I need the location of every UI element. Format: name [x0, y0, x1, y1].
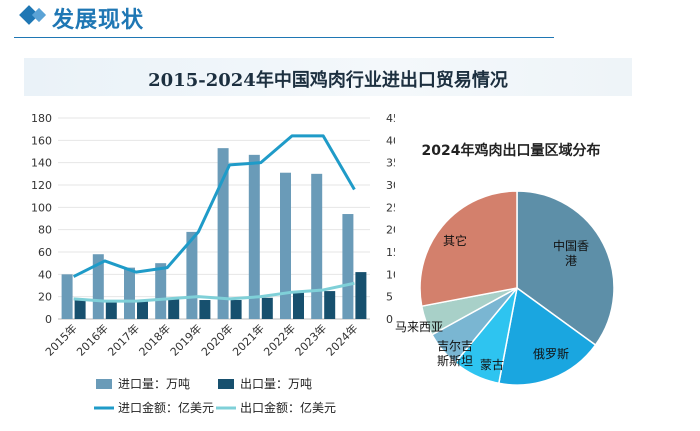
bar-import-volume — [280, 172, 291, 319]
pie-slice-label: 马来西亚 — [395, 320, 443, 334]
line-export-value — [73, 281, 355, 303]
bar-import-volume — [186, 231, 198, 319]
legend-label: 进口金额：亿美元 — [118, 400, 214, 415]
bar-import-volume — [342, 214, 354, 319]
left-tick-label: 100 — [31, 201, 52, 214]
x-tick-label: 2020年 — [198, 321, 235, 358]
x-tick-label: 2021年 — [229, 321, 266, 358]
bar-import-volume — [92, 254, 104, 319]
x-tick-label: 2017年 — [105, 321, 142, 358]
chart-title-bar: 2015-2024年中国鸡肉行业进出口贸易情况 — [24, 58, 632, 96]
bar-export-volume — [261, 297, 273, 319]
chart-title: 2015-2024年中国鸡肉行业进出口贸易情况 — [148, 70, 508, 91]
bar-import-volume — [248, 154, 260, 319]
left-tick-label: 80 — [38, 224, 52, 237]
pie-slice-label: 中国香港 — [553, 238, 589, 268]
bar-import-volume — [217, 148, 229, 319]
bar-export-volume — [199, 300, 211, 319]
left-tick-label: 0 — [45, 313, 52, 326]
bar-export-volume — [105, 300, 117, 319]
combo-chart: 0 20 40 60 80 100 120 140 160 180 0 5 10 15 20 25 30 35 40… — [31, 112, 395, 415]
pie-slice-label: 吉尔吉斯斯坦 — [437, 338, 473, 368]
bar-export-volume — [293, 292, 304, 319]
right-tick-label: 30 — [386, 179, 395, 192]
bar-export-volume — [230, 300, 242, 319]
bar-export-volume — [74, 298, 86, 319]
header-divider — [14, 37, 554, 38]
bar-import-volume — [61, 274, 73, 319]
right-tick-label: 45 — [386, 112, 395, 125]
x-tick-label: 2018年 — [136, 321, 173, 358]
right-tick-label: 5 — [386, 291, 393, 304]
left-tick-label: 60 — [38, 246, 52, 259]
left-tick-label: 40 — [38, 268, 52, 281]
x-tick-label: 2024年 — [323, 321, 360, 358]
right-tick-label: 25 — [386, 201, 395, 214]
right-tick-label: 0 — [386, 313, 393, 326]
pie-slice-label: 俄罗斯 — [533, 347, 569, 361]
left-tick-label: 140 — [31, 157, 52, 170]
x-tick-label: 2023年 — [292, 321, 329, 358]
bar-export-volume — [168, 298, 180, 319]
legend-label: 进口量：万吨 — [118, 377, 190, 391]
pie-slice-label: 其它 — [443, 233, 467, 248]
legend-swatch — [218, 379, 234, 389]
section-title: 发展现状 — [52, 8, 145, 33]
bar-import-volume — [155, 263, 167, 319]
x-tick-label: 2015年 — [42, 321, 79, 358]
bar-import-volume — [124, 267, 135, 319]
right-tick-label: 35 — [386, 157, 395, 170]
right-tick-label: 15 — [386, 246, 395, 259]
left-tick-label: 20 — [38, 291, 52, 304]
left-tick-label: 160 — [31, 134, 52, 147]
right-tick-label: 10 — [386, 268, 395, 281]
legend-swatch — [96, 379, 112, 389]
pie-slice — [419, 190, 518, 308]
left-tick-label: 180 — [31, 112, 52, 125]
pie-slice-label: 蒙古 — [480, 357, 504, 372]
x-tick-label: 2019年 — [167, 321, 204, 358]
bar-import-volume — [311, 173, 323, 319]
right-tick-label: 40 — [386, 134, 395, 147]
x-tick-label: 2022年 — [261, 321, 298, 358]
legend-label: 出口量：万吨 — [240, 377, 312, 391]
section-header: 发展现状 — [0, 0, 700, 42]
right-tick-label: 20 — [386, 224, 395, 237]
legend-label: 出口金额：亿美元 — [240, 400, 336, 415]
pie-slice — [497, 286, 597, 386]
bar-export-volume — [137, 300, 148, 319]
bar-export-volume — [324, 291, 336, 319]
left-tick-label: 120 — [31, 179, 52, 192]
pie-slice — [516, 190, 615, 347]
line-import-value — [72, 134, 356, 278]
bar-export-volume — [355, 272, 367, 319]
pie-title: 2024年鸡肉出口量区域分布 — [422, 142, 601, 159]
x-tick-label: 2016年 — [73, 321, 110, 358]
